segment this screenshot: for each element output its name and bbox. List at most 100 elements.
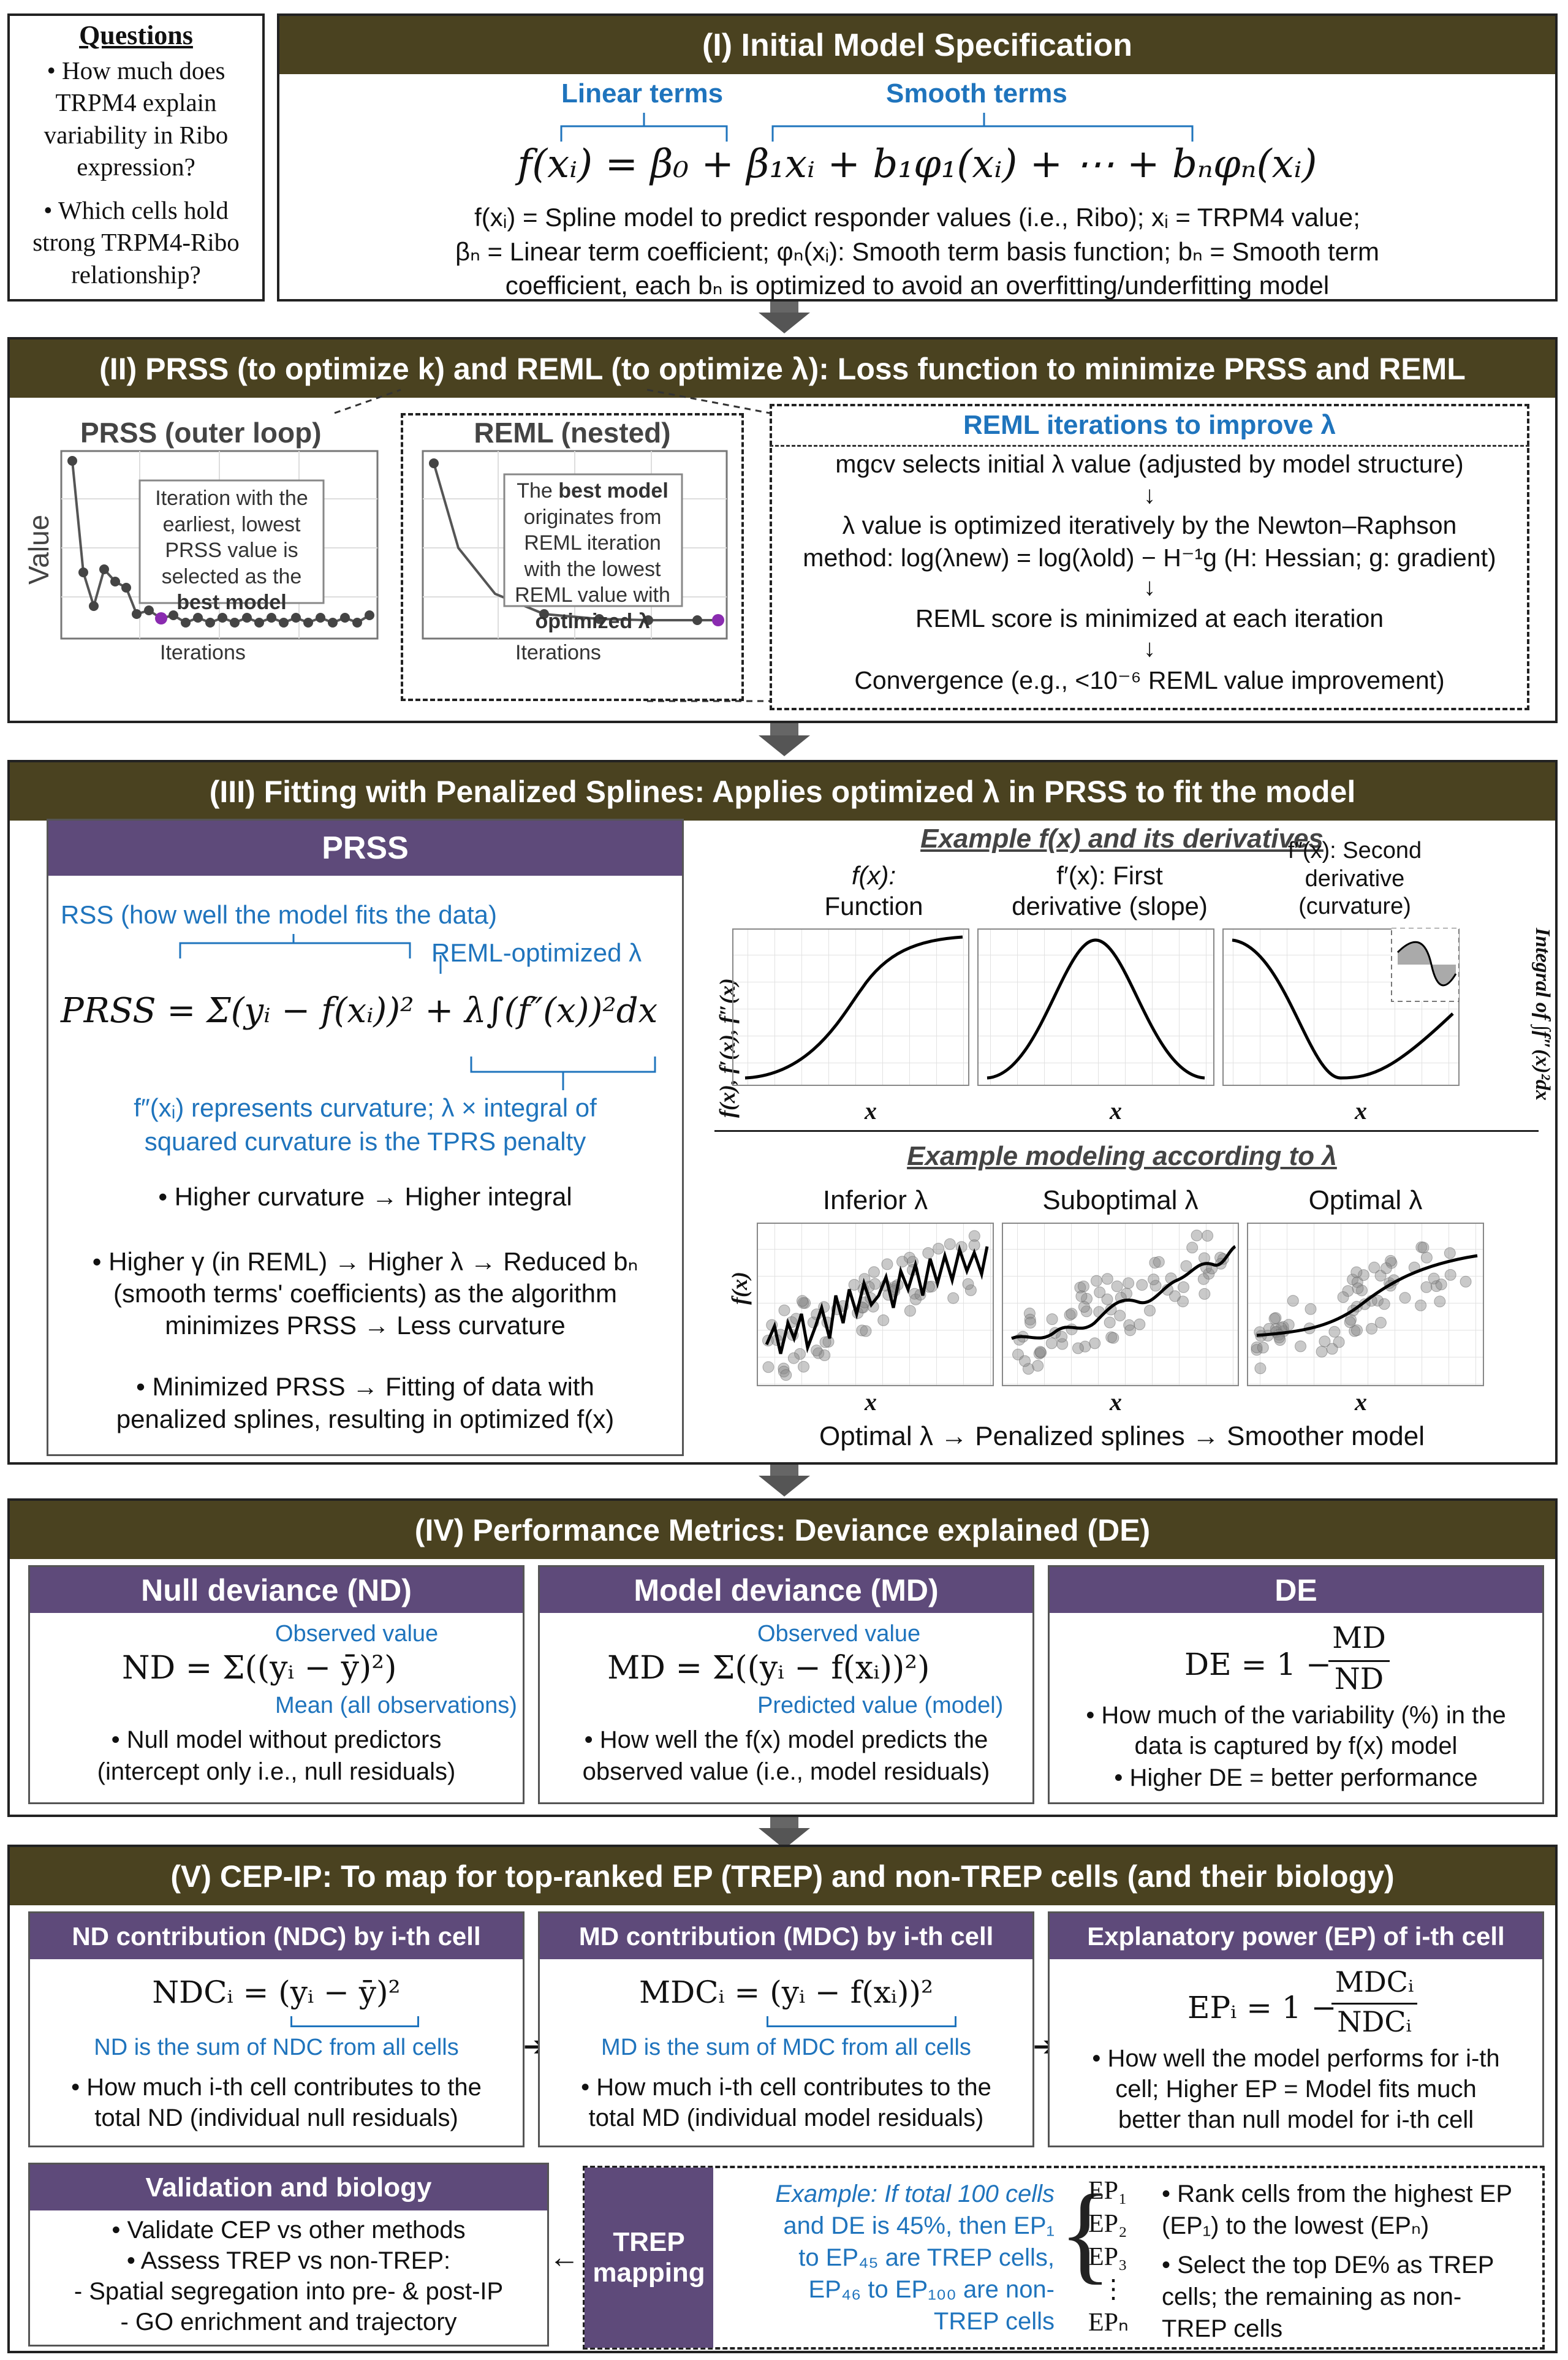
- suboptimal-fit: [1011, 1245, 1237, 1340]
- x-label-4: x: [865, 1388, 877, 1416]
- scatter-point: [1019, 1355, 1031, 1367]
- md-bullet-1: • How well the f(x) model predicts the: [584, 1726, 988, 1753]
- reml-title: REML (nested): [474, 417, 671, 449]
- mdc-note: MD is the sum of MDC from all cells: [601, 2035, 971, 2060]
- bullet-minimized-1: • Minimized PRSS → Fitting of data with: [136, 1372, 594, 1401]
- scatter-point: [819, 1336, 831, 1348]
- scatter-point: [1350, 1266, 1363, 1278]
- mdc-panel: MD contribution (MDC) by i-th cell MDCᵢ …: [538, 1911, 1034, 2147]
- prss-panel-header: PRSS: [48, 821, 682, 876]
- scatter-point: [811, 1345, 823, 1357]
- scatter-point: [1251, 1344, 1263, 1356]
- scatter-point: [1035, 1346, 1047, 1359]
- x-label-1: x: [865, 1097, 877, 1125]
- inferior-fit: [765, 1244, 989, 1354]
- section-2-header: (II) PRSS (to optimize k) and REML (to o…: [10, 340, 1555, 398]
- prss-note: Iteration with the earliest, lowest PRSS…: [142, 485, 321, 616]
- scatter-point: [1153, 1256, 1165, 1268]
- md-panel: Model deviance (MD) Observed value MD = …: [538, 1565, 1034, 1804]
- mdc-bullet-2: total MD (individual model residuals): [588, 2104, 984, 2131]
- rank-line-5: TREP cells: [1162, 2315, 1283, 2342]
- trep-label: TREP mapping: [585, 2168, 713, 2348]
- scatter-point: [933, 1243, 945, 1254]
- scatter-point: [1328, 1326, 1341, 1338]
- plot-fx: [732, 928, 969, 1086]
- scatter-points: [762, 1229, 1472, 1381]
- f1-label-2: derivative (slope): [1012, 892, 1208, 921]
- mdc-equation: MDCᵢ = (yᵢ − f(xᵢ))²: [638, 1975, 934, 2010]
- f2-label: f″(x): Second derivative (curvature): [1241, 837, 1468, 921]
- md-observed-label: Observed value: [757, 1621, 921, 1647]
- question-2: • Which cells hold strong TRPM4-Ribo rel…: [32, 195, 240, 289]
- de-fraction-bar: [1328, 1660, 1390, 1662]
- scatter-point: [1056, 1330, 1068, 1343]
- step-2b: method: log(λnew) = log(λold) − H⁻¹g (H:…: [803, 544, 1496, 572]
- f2-label-1: f″(x): Second: [1287, 838, 1422, 863]
- de-equation-left: DE = 1 −: [1184, 1647, 1331, 1682]
- scatter-point: [1178, 1281, 1189, 1293]
- reml-curve: [433, 463, 718, 621]
- prss-brackets: [179, 934, 656, 1090]
- mdc-bullet-1: • How much i-th cell contributes to the: [581, 2074, 991, 2101]
- step-arrow-1: ↓: [1143, 482, 1156, 509]
- scatter-point: [1066, 1308, 1078, 1320]
- section-5-header: (V) CEP-IP: To map for top-ranked EP (TR…: [10, 1847, 1555, 1905]
- ep-equation-left: EPᵢ = 1 −: [1187, 1990, 1337, 2025]
- md-header: Model deviance (MD): [540, 1567, 1032, 1613]
- scatter-point: [1372, 1294, 1384, 1307]
- step-2a: λ value is optimized iteratively by the …: [842, 511, 1457, 539]
- scatter-point: [1374, 1316, 1387, 1329]
- scatter-point: [1417, 1242, 1430, 1254]
- scatter-point: [903, 1251, 915, 1264]
- ndc-panel: ND contribution (NDC) by i-th cell NDCᵢ …: [28, 1911, 525, 2147]
- spline-equation: f(xᵢ) = β₀ + β₁xᵢ + b₁φ₁(xᵢ) + ⋯ + bₙφₙ(…: [517, 142, 1317, 187]
- scatter-point: [1148, 1273, 1160, 1286]
- section-3-header: (III) Fitting with Penalized Splines: Ap…: [10, 762, 1555, 821]
- de-bullet-1: • How much of the variability (%) in the: [1086, 1702, 1506, 1729]
- md-predicted-label: Predicted value (model): [757, 1693, 1004, 1718]
- bullet-gamma-2: (smooth terms' coefficients) as the algo…: [113, 1279, 617, 1308]
- reml-note-best: best model: [558, 479, 668, 503]
- nd-header: Null deviance (ND): [30, 1567, 523, 1613]
- scatter-point: [1032, 1360, 1044, 1372]
- scatter-point: [1337, 1291, 1349, 1303]
- scatter-point: [1460, 1275, 1472, 1288]
- scatter-point: [798, 1360, 809, 1373]
- scatter-point: [1254, 1362, 1267, 1375]
- scatter-point: [1034, 1346, 1047, 1358]
- ndc-header: ND contribution (NDC) by i-th cell: [30, 1913, 523, 1959]
- scatter-point: [1024, 1313, 1036, 1326]
- scatter-point: [778, 1362, 790, 1375]
- scatter-point: [1202, 1230, 1214, 1242]
- scatter-point: [794, 1348, 806, 1360]
- prss-note-best: best model: [176, 591, 287, 614]
- scatter-point: [904, 1305, 916, 1317]
- scatter-point: [1046, 1313, 1058, 1326]
- prss-plot: [60, 450, 379, 640]
- scatter-point: [964, 1284, 977, 1296]
- scatter-point: [778, 1365, 790, 1378]
- scatter-point: [1045, 1337, 1058, 1349]
- rank-line-1: • Rank cells from the highest EP: [1162, 2180, 1513, 2207]
- scatter-point: [881, 1258, 893, 1270]
- val-bullet-2: • Assess TREP vs non-TREP:: [126, 2247, 451, 2274]
- nd-bullet-2: (intercept only i.e., null residuals): [97, 1758, 456, 1785]
- arrow-trep-validation: ←: [549, 2240, 580, 2274]
- scatter-point: [922, 1247, 934, 1259]
- scatter-point: [1078, 1301, 1090, 1313]
- scatter-point: [1149, 1257, 1161, 1269]
- scatter-point: [947, 1292, 960, 1304]
- x-label-2: x: [1110, 1097, 1122, 1125]
- zoom-lines: [334, 389, 770, 702]
- scatter-point: [1064, 1309, 1076, 1321]
- bottom-caption: Optimal λ → Penalized splines → Smoother…: [819, 1421, 1425, 1451]
- scatter-point: [1344, 1316, 1356, 1328]
- trep-example: Example: If total 100 cells and DE is 45…: [724, 2178, 1055, 2337]
- desc-line-1: f(xᵢ) = Spline model to predict responde…: [474, 203, 1360, 232]
- optimal-label: Optimal λ: [1308, 1185, 1423, 1215]
- derivatives-title: Example f(x) and its derivatives: [920, 824, 1324, 854]
- flow-arrow-1-head: [759, 313, 810, 333]
- section-4-header: (IV) Performance Metrics: Deviance expla…: [10, 1501, 1555, 1559]
- flow-arrow-1: [770, 302, 798, 314]
- scatter-point: [1351, 1324, 1363, 1337]
